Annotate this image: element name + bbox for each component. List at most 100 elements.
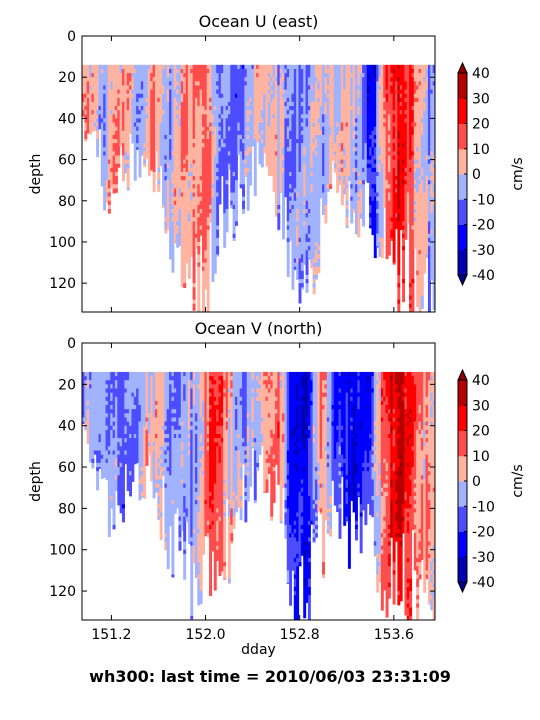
- velocity-cell: [430, 599, 434, 611]
- velocity-cell: [310, 184, 314, 194]
- velocity-cell: [397, 537, 401, 592]
- velocity-cell: [117, 163, 121, 168]
- velocity-cell: [126, 409, 130, 414]
- velocity-cell: [199, 450, 203, 460]
- velocity-cell: [387, 421, 391, 435]
- velocity-cell: [227, 163, 231, 170]
- velocity-cell: [265, 400, 269, 452]
- velocity-cell: [420, 483, 424, 560]
- velocity-cell: [239, 371, 243, 390]
- velocity-cell: [298, 241, 302, 260]
- velocity-cell: [362, 73, 365, 78]
- velocity-cell: [105, 196, 109, 203]
- velocity-cell: [345, 371, 349, 394]
- velocity-cell: [223, 396, 227, 481]
- velocity-cell: [230, 380, 234, 390]
- velocity-cell: [343, 184, 347, 190]
- velocity-cell: [86, 81, 90, 95]
- velocity-cell: [303, 450, 307, 468]
- velocity-cell: [157, 487, 161, 493]
- velocity-cell: [202, 400, 205, 419]
- velocity-cell: [366, 101, 370, 161]
- velocity-cell: [124, 371, 128, 381]
- velocity-cell: [340, 371, 344, 377]
- velocity-cell: [129, 81, 133, 87]
- velocity-cell: [164, 421, 168, 427]
- velocity-cell: [176, 233, 180, 248]
- velocity-cell: [312, 537, 316, 543]
- velocity-cell: [303, 549, 307, 559]
- velocity-cell: [282, 89, 285, 95]
- velocity-cell: [232, 233, 236, 239]
- velocity-cell: [427, 500, 431, 530]
- velocity-cell: [197, 562, 201, 576]
- velocity-cell: [394, 392, 398, 472]
- velocity-cell: [230, 508, 234, 526]
- velocity-cell: [180, 180, 184, 194]
- velocity-cell: [194, 433, 198, 464]
- velocity-cell: [126, 413, 130, 423]
- velocity-cell: [284, 68, 288, 74]
- velocity-cell: [326, 520, 330, 526]
- velocity-cell: [357, 495, 361, 497]
- velocity-cell: [399, 471, 403, 476]
- velocity-cell: [216, 73, 220, 82]
- velocity-cell: [432, 64, 435, 74]
- velocity-cell: [117, 89, 121, 95]
- velocity-cell: [345, 184, 349, 190]
- velocity-cell: [296, 446, 300, 456]
- velocity-cell: [300, 487, 304, 493]
- velocity-cell: [312, 266, 316, 276]
- velocity-cell: [345, 188, 349, 202]
- velocity-cell: [333, 371, 337, 460]
- velocity-cell: [187, 446, 191, 452]
- velocity-cell: [423, 421, 427, 427]
- velocity-cell: [399, 114, 403, 231]
- velocity-cell: [131, 93, 135, 99]
- velocity-cell: [107, 204, 111, 210]
- velocity-cell: [103, 151, 107, 157]
- velocity-cell: [216, 64, 220, 74]
- velocity-cell: [418, 413, 422, 423]
- velocity-cell: [416, 192, 420, 272]
- velocity-cell: [187, 176, 191, 181]
- velocity-cell: [338, 454, 342, 464]
- velocity-cell: [234, 446, 238, 452]
- velocity-cell: [103, 85, 107, 91]
- velocity-cell: [307, 213, 311, 227]
- velocity-cell: [376, 384, 380, 497]
- velocity-cell: [425, 425, 429, 431]
- velocity-cell: [296, 433, 300, 443]
- velocity-cell: [399, 93, 403, 99]
- velocity-cell: [333, 458, 337, 506]
- velocity-cell: [124, 409, 128, 414]
- velocity-cell: [258, 134, 262, 140]
- velocity-cell: [385, 479, 389, 485]
- velocity-cell: [267, 64, 271, 74]
- velocity-cell: [326, 85, 330, 91]
- velocity-cell: [157, 516, 161, 520]
- velocity-cell: [385, 475, 389, 481]
- velocity-cell: [427, 233, 431, 239]
- velocity-cell: [385, 491, 389, 497]
- velocity-cell: [171, 151, 175, 157]
- velocity-cell: [220, 114, 224, 119]
- velocity-cell: [425, 578, 429, 580]
- velocity-cell: [239, 462, 243, 468]
- velocity-cell: [373, 450, 377, 456]
- velocity-cell: [409, 479, 413, 497]
- velocity-cell: [126, 110, 130, 157]
- velocity-cell: [112, 529, 116, 530]
- velocity-cell: [126, 64, 130, 74]
- velocity-cell: [343, 159, 347, 169]
- velocity-cell: [192, 184, 196, 190]
- velocity-cell: [124, 454, 128, 465]
- velocity-cell: [286, 582, 290, 584]
- velocity-cell: [312, 541, 316, 544]
- velocity-cell: [307, 578, 311, 588]
- velocity-cell: [430, 421, 434, 427]
- velocity-cell: [397, 438, 401, 460]
- velocity-cell: [244, 462, 248, 476]
- velocity-cell: [397, 409, 401, 419]
- velocity-cell: [418, 533, 422, 543]
